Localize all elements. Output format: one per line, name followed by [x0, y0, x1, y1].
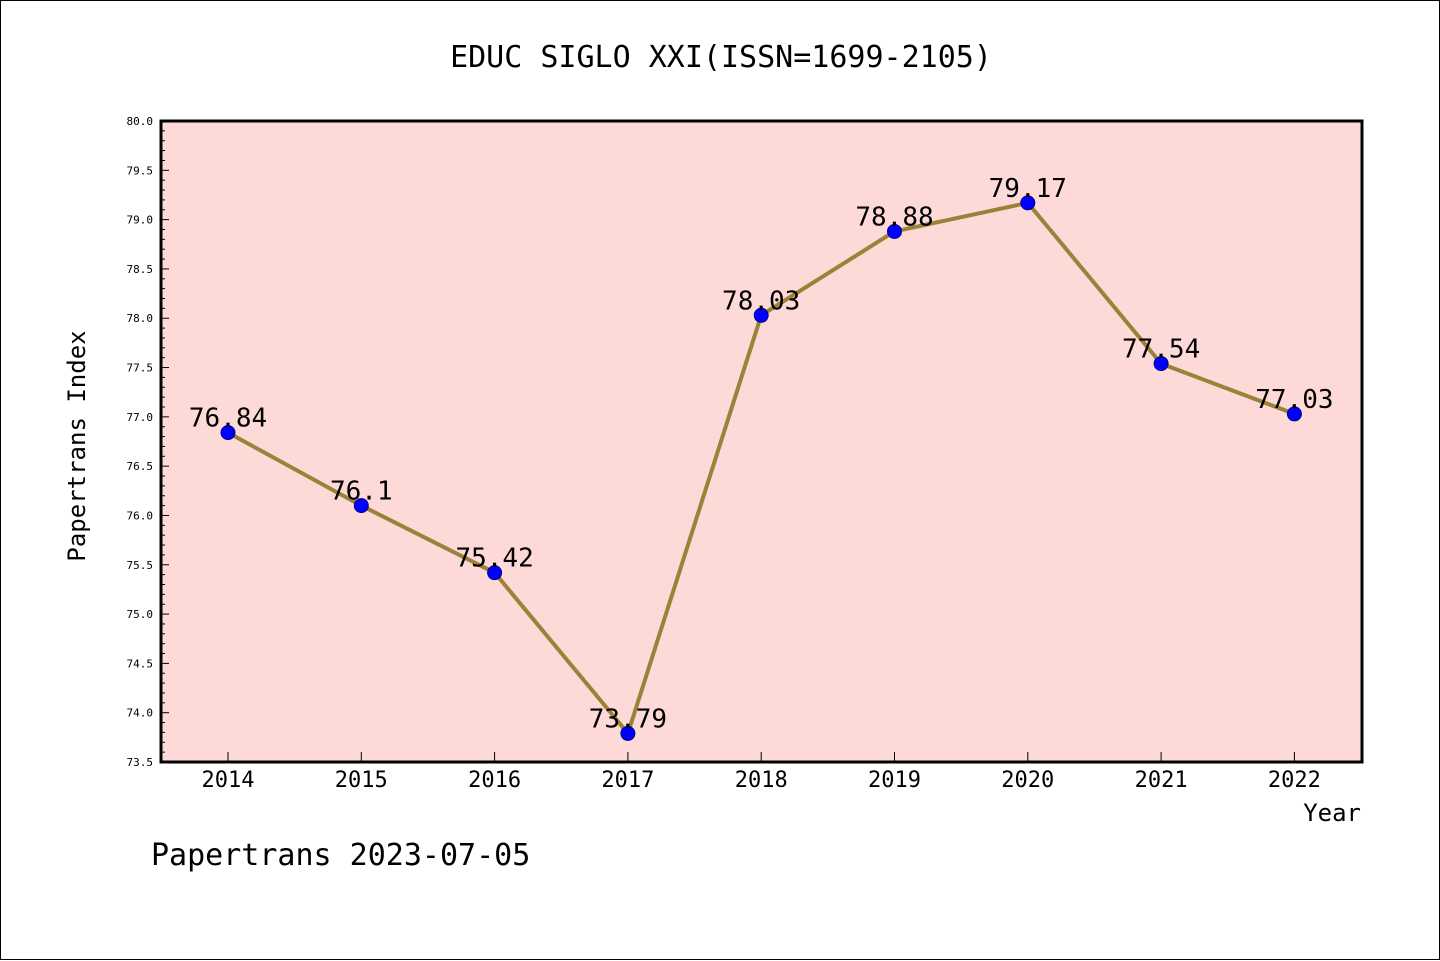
- y-axis: 73.5 74.0 74.5 75.0 75.5 76.0 76.5 77.0 77.5 78.0…: [127, 115, 169, 769]
- plot-area: [159, 119, 1364, 764]
- y-tick-label: 78.0: [127, 312, 154, 325]
- data-point: [1153, 356, 1169, 372]
- chart-title: EDUC SIGLO XXI(ISSN=1699-2105): [450, 40, 992, 75]
- y-tick-label: 77.5: [127, 362, 154, 375]
- data-label: 76.84: [189, 404, 267, 434]
- data-label: 77.54: [1122, 335, 1200, 365]
- y-tick-label: 73.5: [127, 756, 154, 769]
- y-tick-label: 77.0: [127, 411, 154, 424]
- data-point: [1286, 406, 1302, 422]
- y-tick-label: 76.0: [127, 509, 154, 522]
- x-tick-label: 2020: [1001, 768, 1054, 793]
- data-point: [220, 425, 236, 441]
- data-label: 73.79: [589, 704, 667, 734]
- y-tick-label: 74.0: [127, 707, 154, 720]
- y-axis-label: Papertrans Index: [63, 330, 91, 561]
- x-tick-label: 2019: [868, 768, 921, 793]
- x-tick-label: 2018: [735, 768, 788, 793]
- series-group: 76.84 76.1 75.42 73.79 78.03 78.88 79.17 77.54 7…: [189, 174, 1334, 741]
- data-label: 78.88: [855, 202, 933, 232]
- x-tick-label: 2017: [601, 768, 654, 793]
- y-tick-label: 74.5: [127, 657, 154, 670]
- data-label: 76.1: [330, 477, 393, 507]
- data-point: [487, 565, 503, 581]
- x-tick-label: 2021: [1135, 768, 1188, 793]
- data-point: [1020, 195, 1036, 211]
- data-label: 75.42: [455, 544, 533, 574]
- x-tick-label: 2022: [1268, 768, 1321, 793]
- y-tick-label: 80.0: [127, 115, 154, 128]
- data-point: [353, 498, 369, 514]
- data-label: 77.03: [1255, 385, 1333, 415]
- data-label: 78.03: [722, 286, 800, 316]
- data-point: [887, 223, 902, 239]
- footer-text: Papertrans 2023-07-05: [151, 838, 530, 873]
- data-label: 79.17: [989, 174, 1067, 204]
- data-point: [620, 725, 636, 741]
- x-tick-label: 2016: [468, 768, 521, 793]
- y-tick-label: 79.5: [127, 164, 154, 177]
- y-tick-label: 79.0: [127, 214, 154, 227]
- y-tick-label: 78.5: [127, 263, 154, 276]
- y-tick-label: 75.5: [127, 559, 154, 572]
- x-tick-label: 2014: [202, 768, 255, 793]
- x-axis-label: Year: [1303, 799, 1361, 827]
- y-tick-label: 76.5: [127, 460, 154, 473]
- y-tick-label: 75.0: [127, 608, 154, 621]
- x-tick-label: 2015: [335, 768, 388, 793]
- x-axis: 2014 2015 2016 2017 2018 2019 2020 2021 2022: [202, 752, 1321, 793]
- data-point: [753, 307, 769, 323]
